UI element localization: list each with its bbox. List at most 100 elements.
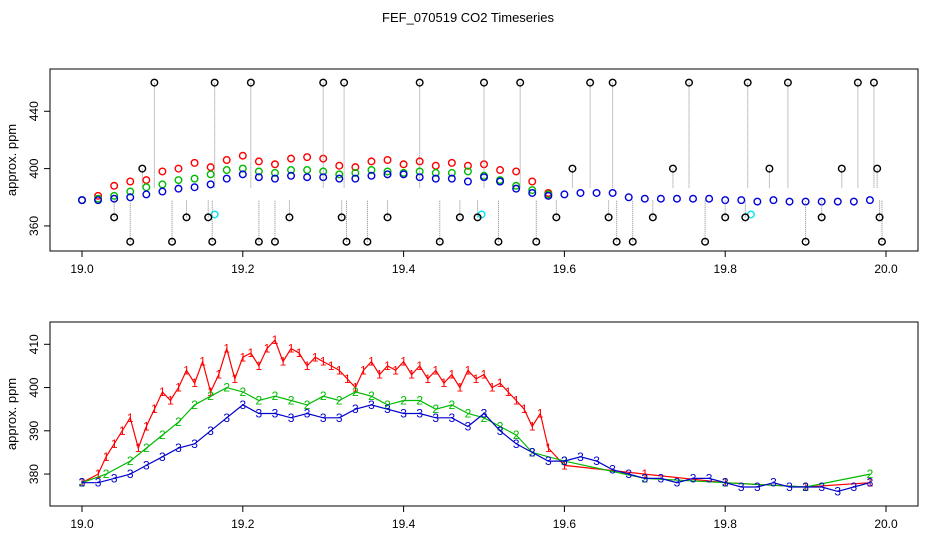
data-point-label: 2	[432, 402, 439, 416]
data-point-label: 3	[513, 437, 520, 451]
data-point	[753, 197, 762, 206]
data-point	[342, 237, 351, 246]
x-tick-label: 19.2	[231, 517, 255, 531]
top-y-axis-label: approx. ppm	[4, 124, 19, 196]
data-point-label: 2	[143, 441, 150, 455]
data-point	[303, 153, 312, 162]
data-point	[512, 167, 521, 176]
data-point	[138, 164, 147, 173]
data-point	[463, 167, 472, 176]
data-point-label: 1	[497, 376, 504, 390]
data-point	[877, 237, 886, 246]
data-point	[270, 160, 279, 169]
data-point-label: 3	[609, 463, 616, 477]
data-point-label: 3	[95, 476, 102, 490]
series-line	[82, 404, 871, 493]
data-point-label: 3	[529, 445, 536, 459]
data-point	[142, 176, 151, 185]
data-point-label: 3	[545, 454, 552, 468]
chart-title: FEF_070519 CO2 Timeseries	[382, 10, 554, 25]
data-point-label: 1	[191, 376, 198, 390]
data-point	[737, 196, 746, 205]
data-point	[254, 173, 263, 182]
data-point-label: 2	[256, 394, 263, 408]
data-point	[496, 166, 505, 175]
data-point-label: 3	[207, 424, 214, 438]
data-point-label: 1	[408, 368, 415, 382]
data-point-label: 2	[352, 385, 359, 399]
data-point	[640, 194, 649, 203]
data-point-label: 2	[191, 398, 198, 412]
data-point-label: 3	[175, 441, 182, 455]
data-point-label: 3	[448, 411, 455, 425]
data-point	[383, 213, 392, 222]
data-point-label: 2	[513, 428, 520, 442]
data-point	[94, 196, 103, 205]
data-point-label: 1	[344, 372, 351, 386]
data-point	[875, 213, 884, 222]
data-point	[110, 194, 119, 203]
data-point-label: 1	[416, 359, 423, 373]
data-point	[110, 181, 119, 190]
data-point-label: 1	[448, 368, 455, 382]
data-point	[399, 160, 408, 169]
data-point	[608, 78, 617, 87]
data-point	[150, 78, 159, 87]
data-point-label: 2	[223, 381, 230, 395]
y-tick-label: 360	[27, 216, 41, 236]
data-point	[480, 78, 489, 87]
data-point	[367, 171, 376, 180]
data-point-label: 1	[199, 355, 206, 369]
data-point-label: 1	[328, 359, 335, 373]
data-point-label: 2	[127, 454, 134, 468]
data-point	[319, 173, 328, 182]
data-point	[206, 163, 215, 172]
data-point	[431, 174, 440, 183]
data-point	[721, 213, 730, 222]
data-point-label: 2	[207, 389, 214, 403]
data-point-label: 1	[457, 381, 464, 395]
data-point	[208, 237, 217, 246]
y-tick-label: 410	[27, 334, 41, 354]
top-plot-series	[77, 78, 886, 246]
data-point-label: 3	[867, 476, 874, 490]
data-point	[204, 213, 213, 222]
data-point-label: 1	[111, 437, 118, 451]
data-point-label: 1	[95, 467, 102, 481]
data-point-label: 1	[304, 359, 311, 373]
data-point	[110, 191, 119, 200]
data-point-label: 1	[215, 368, 222, 382]
data-point	[335, 161, 344, 170]
data-point	[383, 155, 392, 164]
data-point	[592, 188, 601, 197]
data-point	[473, 213, 482, 222]
data-point-label: 1	[368, 355, 375, 369]
data-point-label: 3	[658, 471, 665, 485]
data-point-label: 2	[416, 394, 423, 408]
data-point	[689, 194, 698, 203]
data-point	[287, 154, 296, 163]
data-point	[455, 213, 464, 222]
data-point	[174, 176, 183, 185]
data-point-label: 1	[247, 346, 254, 360]
data-point	[190, 158, 199, 167]
data-point-label: 2	[400, 394, 407, 408]
data-point-label: 1	[119, 424, 126, 438]
data-point-label: 2	[384, 398, 391, 412]
data-point-label: 1	[521, 402, 528, 416]
data-point	[741, 213, 750, 222]
data-point	[238, 151, 247, 160]
data-point	[142, 183, 151, 192]
bottom-y-axis-label: approx. ppm	[4, 378, 19, 450]
data-point	[77, 196, 86, 205]
data-point	[337, 213, 346, 222]
data-point-label: 3	[754, 480, 761, 494]
data-point-label: 2	[465, 407, 472, 421]
data-point	[769, 196, 778, 205]
data-point	[873, 164, 882, 173]
data-point	[383, 170, 392, 179]
data-point-label: 2	[481, 411, 488, 425]
data-point	[568, 164, 577, 173]
data-point-label: 3	[384, 402, 391, 416]
